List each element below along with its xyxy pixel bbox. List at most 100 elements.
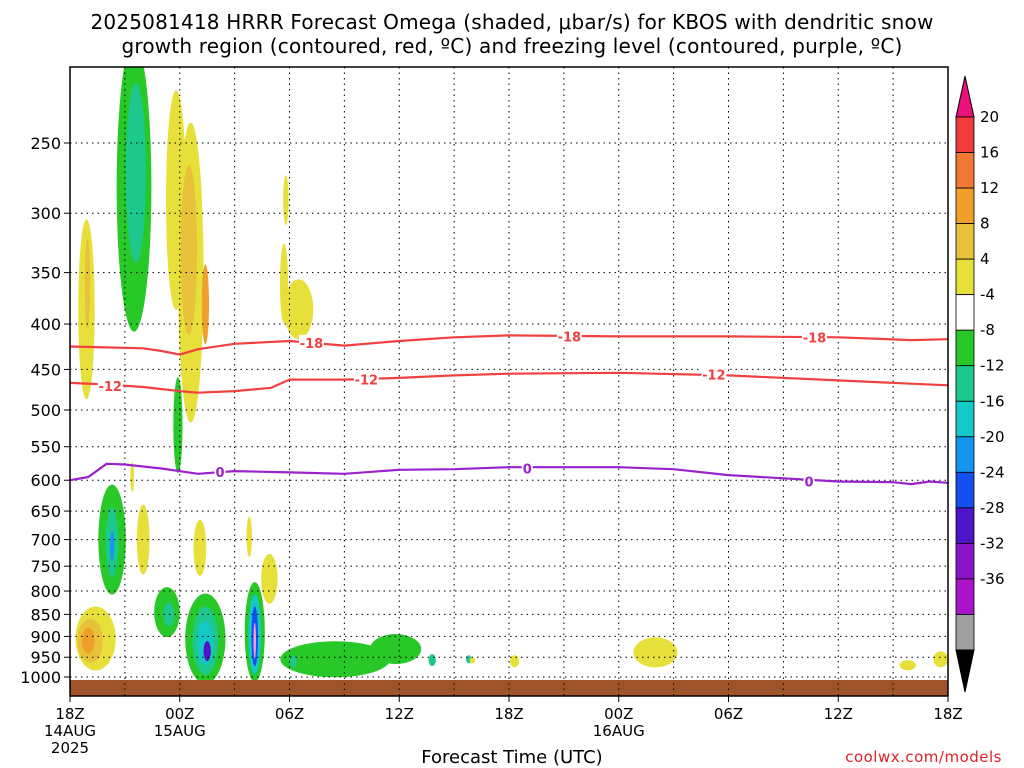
colorbar-segment	[955, 365, 975, 402]
colorbar-segment	[955, 400, 975, 438]
contour-label-bg	[353, 371, 379, 388]
credit-text: coolwx.com/models	[845, 748, 1002, 766]
x-tick-label: 14AUG	[44, 722, 96, 740]
colorbar-segment	[955, 223, 975, 260]
y-tick-label: 450	[30, 360, 61, 379]
colorbar-label: 12	[980, 179, 999, 197]
x-tick-label: 18Z	[494, 705, 523, 723]
contour-label: -18	[803, 331, 827, 346]
colorbar-label: -20	[980, 428, 1005, 446]
y-tick-label: 1000	[20, 668, 61, 687]
omega-shade-positive	[509, 655, 520, 668]
omega-shade-positive	[136, 504, 150, 575]
y-tick-label: 300	[30, 204, 61, 223]
contour-label: -12	[702, 369, 726, 384]
omega-shade-positive	[899, 660, 916, 671]
contour-label: -12	[355, 374, 379, 389]
omega-shade-negative	[369, 634, 422, 665]
grid-lines	[69, 67, 949, 696]
omega-shade-positive	[469, 657, 476, 664]
omega-shade-positive	[253, 622, 257, 659]
contour-label: 0	[804, 476, 813, 491]
omega-shade-negative	[125, 82, 146, 263]
omega-shade-positive	[193, 519, 207, 576]
colorbar-label: -32	[980, 534, 1005, 552]
contour-labels: -18 -18 -18 -12 -12 -12 0 0 0	[97, 328, 827, 491]
colorbar-segment	[955, 507, 975, 544]
y-tick-label: 900	[30, 627, 61, 646]
y-tick-label: 800	[30, 582, 61, 601]
y-tick-label: 750	[30, 557, 61, 576]
colorbar-segment	[955, 152, 975, 189]
y-tick-label: 550	[30, 438, 61, 457]
omega-shade-negative	[289, 655, 297, 668]
omega-shade-positive	[283, 175, 289, 226]
colorbar-label: 16	[980, 144, 999, 162]
x-tick-label: 00Z	[165, 705, 194, 723]
colorbar-top-arrow	[955, 75, 975, 118]
omega-shade-positive	[81, 627, 95, 654]
contour-layer	[70, 334, 948, 486]
contour-label: -18	[558, 330, 582, 345]
colorbar-segment	[955, 471, 975, 509]
colorbar-segment	[955, 614, 975, 651]
x-tick-label: 15AUG	[154, 722, 206, 740]
y-tick-label: 650	[30, 502, 61, 521]
y-tick-label: 400	[30, 315, 61, 334]
contour-label-bg	[556, 328, 582, 345]
colorbar-label: -12	[980, 357, 1005, 375]
colorbar-label: -28	[980, 499, 1005, 517]
colorbar-segment	[955, 258, 975, 296]
colorbar-label: -36	[980, 570, 1005, 588]
contour-label: 0	[215, 466, 224, 481]
colorbar-segment	[955, 436, 975, 473]
x-axis-title: Forecast Time (UTC)	[421, 747, 603, 768]
omega-shade-positive	[201, 264, 210, 345]
chart-title-line1: 2025081418 HRRR Forecast Omega (shaded, …	[90, 10, 934, 34]
x-tick-label: 12Z	[824, 705, 853, 723]
contour-line	[70, 371, 948, 394]
omega-shade-negative	[109, 531, 115, 562]
colorbar-segment	[955, 578, 975, 615]
y-tick-label: 850	[30, 605, 61, 624]
x-tick-label: 00Z	[604, 705, 633, 723]
contour-label: -12	[98, 380, 122, 395]
colorbar-label: 8	[980, 215, 990, 233]
colorbar-label: -24	[980, 463, 1005, 481]
y-axis: 250 300 350 400 450 500 550 600 650 700 750 800 850 9…	[20, 134, 70, 687]
x-tick-label: 18Z	[933, 705, 962, 723]
colorbar-segment	[955, 543, 975, 580]
colorbar-segment	[955, 329, 975, 367]
contour-label: 0	[523, 462, 532, 477]
x-tick-label: 2025	[51, 739, 89, 757]
y-tick-label: 350	[30, 264, 61, 283]
chart-title-line2: growth region (contoured, red, ºC) and f…	[121, 34, 903, 58]
y-tick-label: 700	[30, 531, 61, 550]
y-tick-label: 250	[30, 134, 61, 153]
y-tick-label: 950	[30, 648, 61, 667]
colorbar-label: 20	[980, 108, 999, 126]
omega-shade-negative	[280, 641, 391, 678]
contour-label-bg	[298, 334, 324, 351]
omega-shade-negative	[173, 377, 183, 474]
colorbar-label: -16	[980, 392, 1005, 410]
contour-label: -18	[300, 337, 324, 352]
x-tick-label: 06Z	[714, 705, 743, 723]
contour-line	[70, 462, 948, 486]
x-tick-label: 06Z	[275, 705, 304, 723]
contour-label-bg	[801, 329, 827, 346]
colorbar-bottom-arrow	[955, 649, 975, 693]
x-tick-label: 16AUG	[593, 722, 645, 740]
colorbar-label: -4	[980, 286, 995, 304]
omega-shade-positive	[633, 637, 678, 668]
omega-shade-positive	[180, 164, 198, 335]
colorbar-label: -8	[980, 321, 995, 339]
omega-shade-negative	[203, 641, 211, 662]
y-tick-label: 500	[30, 401, 61, 420]
omega-shade-positive	[261, 553, 278, 604]
omega-shade-positive	[246, 516, 253, 557]
surface-ground	[70, 680, 948, 696]
omega-shade-positive	[933, 651, 948, 668]
